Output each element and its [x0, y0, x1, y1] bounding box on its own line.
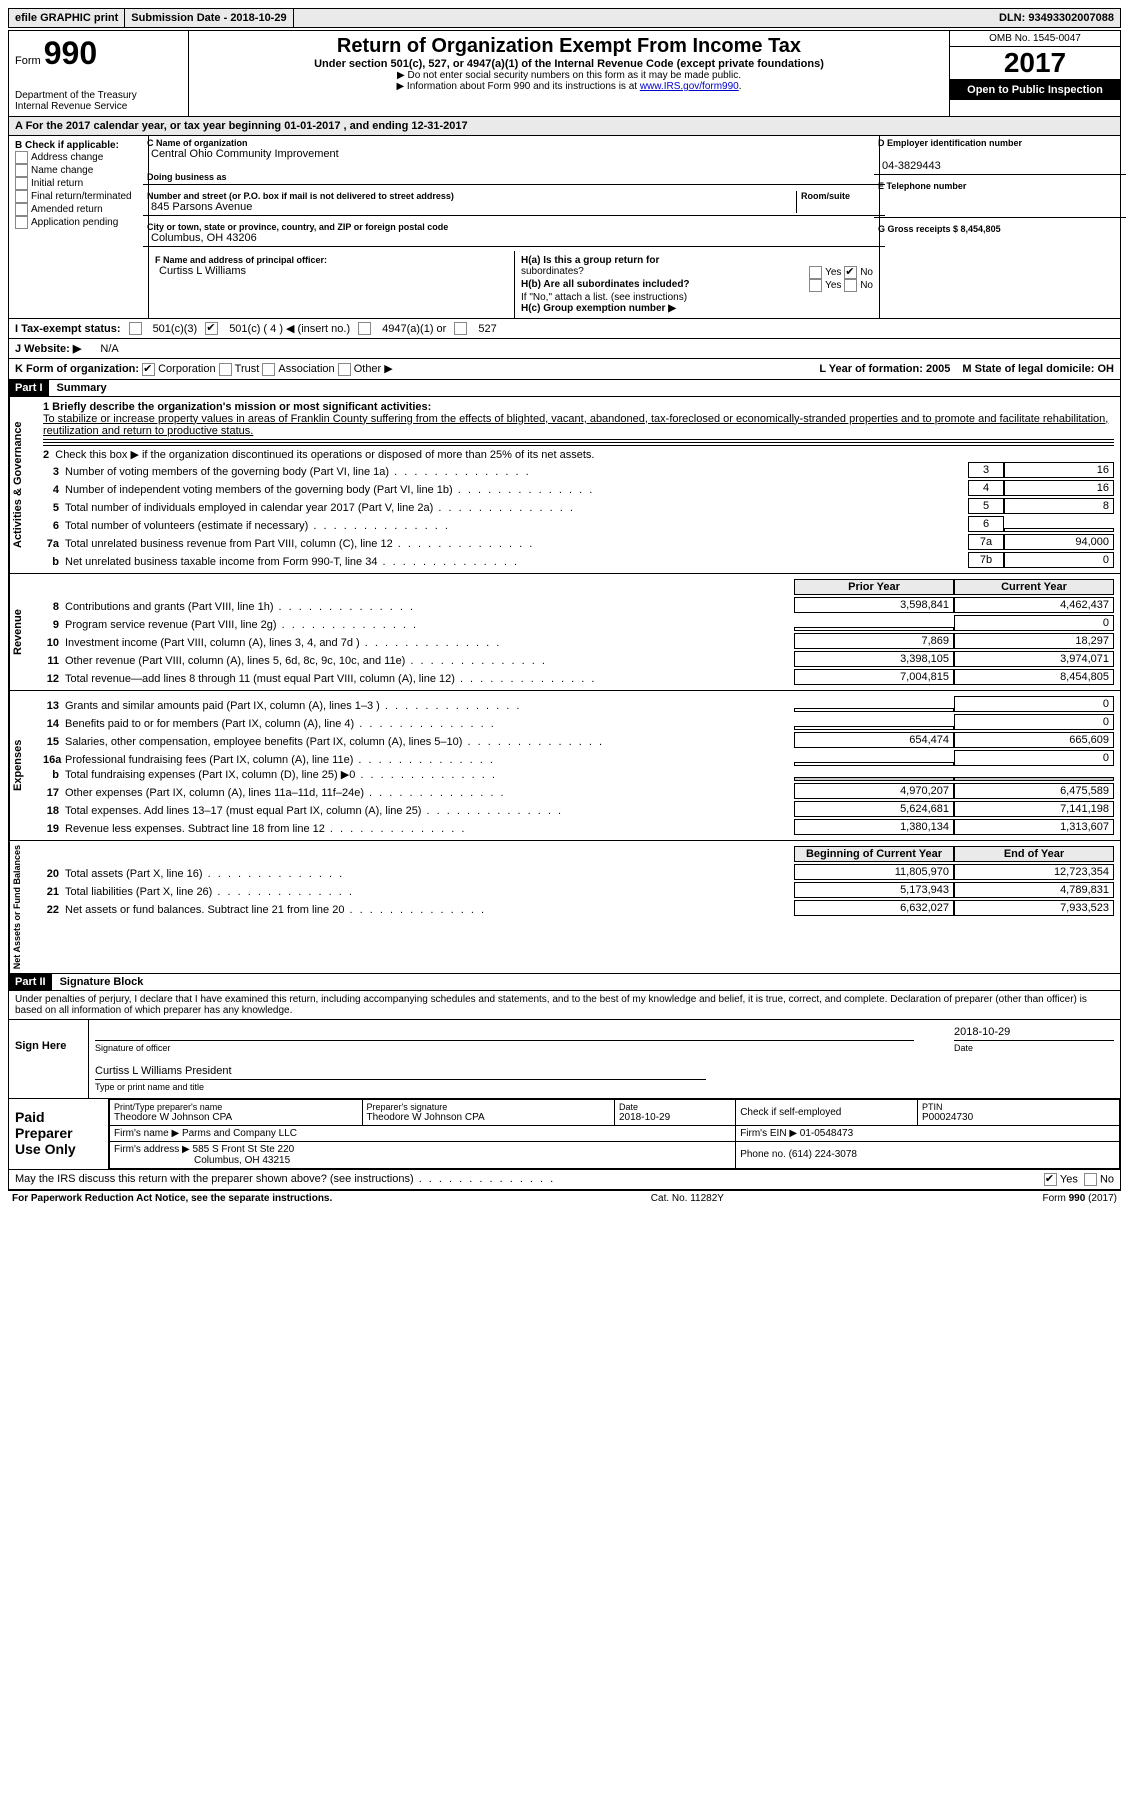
line-row: 22Net assets or fund balances. Subtract …	[43, 899, 1114, 917]
line-row: 15Salaries, other compensation, employee…	[43, 731, 1114, 749]
perjury-statement: Under penalties of perjury, I declare th…	[8, 991, 1121, 1020]
paid-preparer-section: Paid Preparer Use Only Print/Type prepar…	[8, 1099, 1121, 1170]
form-number: 990	[44, 35, 97, 71]
form-subtitle: Under section 501(c), 527, or 4947(a)(1)…	[195, 58, 943, 70]
tax-year-row: A For the 2017 calendar year, or tax yea…	[8, 117, 1121, 136]
principal-officer: Curtiss L Williams	[155, 265, 508, 277]
line-row: 12Total revenue—add lines 8 through 11 (…	[43, 668, 1114, 686]
line-row: 14Benefits paid to or for members (Part …	[43, 713, 1114, 731]
top-bar: efile GRAPHIC print Submission Date - 20…	[8, 8, 1121, 28]
line-row: 9Program service revenue (Part VIII, lin…	[43, 614, 1114, 632]
line-row: 19Revenue less expenses. Subtract line 1…	[43, 818, 1114, 836]
line-row: 10Investment income (Part VIII, column (…	[43, 632, 1114, 650]
line-row: 6Total number of volunteers (estimate if…	[43, 515, 1114, 533]
sign-here-section: Sign Here Signature of officer 2018-10-2…	[8, 1020, 1121, 1099]
check-if-applicable: B Check if applicable: Address change Na…	[9, 136, 149, 318]
website-row: J Website: ▶ N/A	[8, 339, 1121, 359]
line-row: 16aProfessional fundraising fees (Part I…	[43, 749, 1114, 767]
net-assets-section: Net Assets or Fund Balances Beginning of…	[8, 841, 1121, 974]
tax-exempt-status-row: I Tax-exempt status: 501(c)(3) 501(c) ( …	[8, 319, 1121, 339]
tax-year: 2017	[950, 47, 1120, 80]
form-title: Return of Organization Exempt From Incom…	[195, 35, 943, 58]
dept-treasury: Department of the Treasury	[15, 90, 182, 101]
form-prefix: Form	[15, 55, 41, 67]
footer: For Paperwork Reduction Act Notice, see …	[8, 1190, 1121, 1206]
line-row: 20Total assets (Part X, line 16)11,805,9…	[43, 863, 1114, 881]
form-header: Form 990 Department of the Treasury Inte…	[8, 30, 1121, 117]
activities-governance: Activities & Governance 1 Briefly descri…	[8, 397, 1121, 574]
line-row: 17Other expenses (Part IX, column (A), l…	[43, 782, 1114, 800]
street-address: 845 Parsons Avenue	[147, 201, 796, 213]
officer-name-title: Curtiss L Williams President	[95, 1065, 706, 1080]
instr-ssn: ▶ Do not enter social security numbers o…	[195, 70, 943, 81]
mission-text: To stabilize or increase property values…	[43, 413, 1114, 437]
line-row: 5Total number of individuals employed in…	[43, 497, 1114, 515]
line-row: 18Total expenses. Add lines 13–17 (must …	[43, 800, 1114, 818]
line-row: 21Total liabilities (Part X, line 26)5,1…	[43, 881, 1114, 899]
line-row: bTotal fundraising expenses (Part IX, co…	[43, 767, 1114, 782]
irs: Internal Revenue Service	[15, 101, 182, 112]
line-row: 7aTotal unrelated business revenue from …	[43, 533, 1114, 551]
line-row: bNet unrelated business taxable income f…	[43, 551, 1114, 569]
instr-link: ▶ Information about Form 990 and its ins…	[195, 81, 943, 92]
line-row: 8Contributions and grants (Part VIII, li…	[43, 596, 1114, 614]
omb-number: OMB No. 1545-0047	[950, 31, 1120, 47]
org-name: Central Ohio Community Improvement	[147, 148, 881, 160]
part2-header: Part IISignature Block	[8, 974, 1121, 991]
line-row: 13Grants and similar amounts paid (Part …	[43, 695, 1114, 713]
ein: 04-3829443	[878, 160, 1122, 172]
form-org-row: K Form of organization: Corporation Trus…	[8, 359, 1121, 380]
expenses-section: Expenses 13Grants and similar amounts pa…	[8, 691, 1121, 841]
part1-header: Part ISummary	[8, 380, 1121, 397]
org-info-section: B Check if applicable: Address change Na…	[8, 136, 1121, 319]
line-row: 3Number of voting members of the governi…	[43, 461, 1114, 479]
dln: DLN: 93493302007088	[993, 9, 1120, 27]
submission-date: Submission Date - 2018-10-29	[125, 9, 293, 27]
line-row: 11Other revenue (Part VIII, column (A), …	[43, 650, 1114, 668]
irs-link[interactable]: www.IRS.gov/form990	[640, 81, 739, 92]
revenue-section: Revenue Prior Year Current Year 8Contrib…	[8, 574, 1121, 691]
gross-receipts: G Gross receipts $ 8,454,805	[878, 224, 1001, 234]
open-to-public: Open to Public Inspection	[950, 80, 1120, 100]
city-state-zip: Columbus, OH 43206	[147, 232, 881, 244]
efile-btn[interactable]: efile GRAPHIC print	[9, 9, 125, 27]
line-row: 4Number of independent voting members of…	[43, 479, 1114, 497]
sig-date: 2018-10-29	[954, 1026, 1114, 1041]
discuss-row: May the IRS discuss this return with the…	[8, 1170, 1121, 1190]
